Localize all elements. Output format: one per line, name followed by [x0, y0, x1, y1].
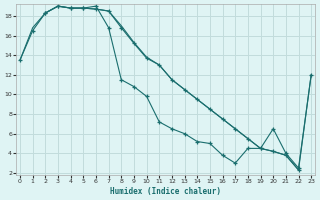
X-axis label: Humidex (Indice chaleur): Humidex (Indice chaleur): [110, 187, 221, 196]
